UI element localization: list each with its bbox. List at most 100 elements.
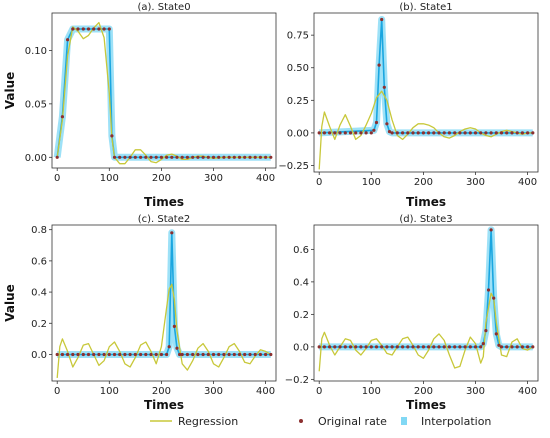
x-tick-label: 300 [466,177,485,188]
original-rate-point [468,345,472,349]
original-rate-point [520,345,525,349]
original-rate-point [86,352,91,357]
original-rate-point [55,155,59,159]
original-rate-point [322,131,326,135]
y-tick-label: −0.2 [285,375,309,386]
x-tick-label: 0 [54,386,60,397]
x-axis-label: Times [144,195,184,209]
legend: Regression Original rate Interpolation [150,415,491,428]
original-rate-point [499,345,504,349]
original-rate-point [227,352,231,357]
regression-line [318,292,534,372]
original-rate-point [427,345,431,349]
original-rate-point [359,345,363,349]
original-rate-point [191,352,195,357]
original-rate-point [364,131,368,135]
x-tick-label: 400 [256,173,275,184]
original-rate-point [322,345,326,349]
interpolation-band [319,16,533,137]
x-tick-label: 100 [100,386,119,397]
original-rate-point [481,342,485,346]
original-rate-point [206,155,210,159]
original-rate-point [107,352,111,357]
original-rate-point [159,155,163,159]
original-rate-point [253,155,257,159]
original-rate-point [531,131,535,135]
y-tick-label: 0.0 [31,350,47,361]
regression-line [56,283,272,378]
original-rate-point [133,155,137,159]
interpolation-line [319,229,533,348]
original-rate-point [154,155,158,159]
original-rate-point [211,352,216,357]
original-rate-point [81,352,85,357]
original-rate-point [453,131,457,135]
legend-item-original-rate: Original rate [299,415,387,428]
original-rate-point [372,128,376,132]
y-tick-label: 0.0 [293,342,309,353]
interpolation-line [56,28,271,159]
panel-0: 0 100 200 300 400 0.00 0.05 0.10 (a). State0 Time… [3,2,277,209]
original-rate-point [387,130,392,134]
original-rate-point [60,115,64,119]
original-rate-point [338,131,342,135]
original-rate-point [468,131,472,135]
original-rate-point [201,155,205,159]
original-rate-point [479,345,483,349]
original-rate-point [139,352,143,357]
original-rate-point [406,131,410,135]
original-rate-point [66,38,70,42]
original-rate-point [348,345,353,349]
x-tick-label: 100 [362,386,381,397]
original-rate-point [382,85,386,89]
original-rate-point [191,155,195,159]
original-rate-point [510,345,514,349]
original-rate-point [343,131,347,135]
original-rate-point [385,122,389,126]
original-rate-point [463,131,467,135]
original-rate-point [380,17,384,22]
original-rate-point [128,352,132,357]
original-rate-point [385,345,389,349]
original-rate-point [170,231,174,235]
x-tick-label: 100 [100,173,119,184]
original-rate-point [343,345,347,349]
original-rate-point [149,155,153,159]
original-rate-point [232,155,236,159]
x-tick-label: 200 [152,386,171,397]
original-rate-point [377,63,381,67]
original-rate-point [170,155,174,159]
original-rate-point [484,329,488,333]
interpolation-band [53,25,271,161]
original-rate-point [196,352,200,357]
interpolation-line [319,19,533,134]
original-rate-point [180,352,184,357]
y-tick-label: 0.25 [287,96,309,107]
original-rate-point [76,27,80,31]
original-rate-point [374,120,379,125]
original-rate-point [92,27,96,31]
original-rate-point [406,345,410,349]
original-rate-point [432,131,436,135]
original-rate-point [354,345,358,349]
x-tick-label: 0 [316,177,322,188]
original-rate-point [348,131,353,135]
original-rate-point [458,345,462,349]
original-rate-point [442,131,446,135]
x-tick-label: 100 [362,177,381,188]
original-rate-point [380,345,384,349]
original-rate-point [175,155,179,159]
original-rate-point [479,131,483,135]
x-tick-label: 300 [204,173,223,184]
original-rate-point [338,345,342,349]
original-rate-point [264,352,268,357]
original-rate-point [167,345,171,349]
y-tick-label: 0.75 [287,31,309,42]
original-rate-point [411,131,415,135]
original-rate-point [211,155,216,159]
original-rate-point [185,352,189,357]
original-rate-point [390,345,394,349]
original-rate-point [227,155,231,159]
original-rate-point [492,296,496,300]
y-tick-label: 0.10 [25,46,47,57]
